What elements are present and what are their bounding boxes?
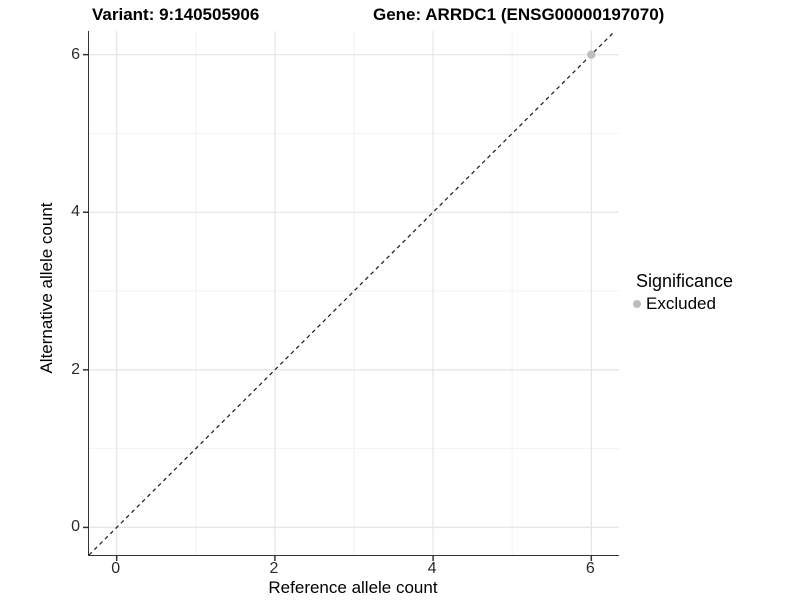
- y-tick-label: 6: [71, 45, 80, 63]
- x-tick-label: 0: [111, 560, 121, 577]
- x-tick-label: 6: [585, 560, 595, 577]
- plot-panel: [83, 30, 619, 561]
- chart-title-variant: Variant: 9:140505906: [92, 5, 260, 24]
- x-tick-label: 2: [269, 560, 279, 577]
- legend-item: Excluded: [633, 294, 733, 313]
- legend-title: Significance: [636, 271, 734, 291]
- legend: Significance Excluded: [633, 271, 733, 313]
- x-axis-title: Reference allele count: [268, 578, 438, 597]
- identity-reference-line: [88, 30, 616, 556]
- x-tick-label: 4: [427, 560, 437, 577]
- chart-title-gene: Gene: ARRDC1 (ENSG00000197070): [373, 5, 665, 24]
- plot-canvas: [83, 30, 619, 561]
- data-point: [587, 50, 596, 59]
- legend-items: Excluded: [633, 294, 733, 313]
- y-tick-label: 2: [71, 360, 80, 378]
- y-tick-label: 4: [71, 203, 80, 221]
- y-axis-title: Alternative allele count: [37, 202, 56, 374]
- legend-item-label: Excluded: [646, 294, 716, 313]
- y-tick-label: 0: [71, 518, 80, 536]
- legend-point-icon: [633, 300, 641, 308]
